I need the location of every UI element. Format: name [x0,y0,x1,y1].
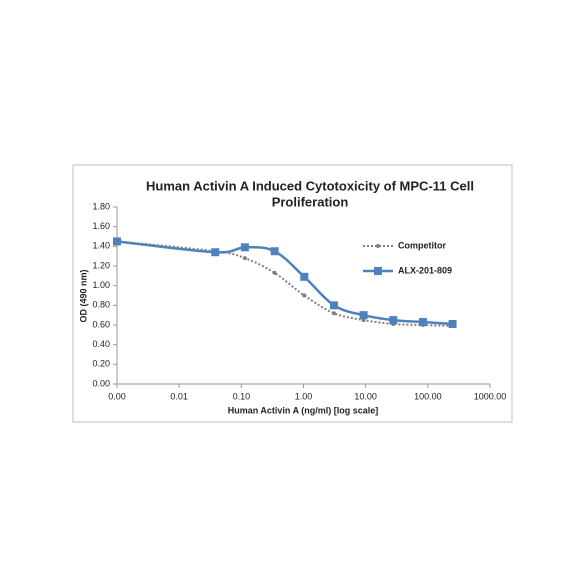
marker [302,293,307,298]
x-tick-label: 0.10 [233,391,251,401]
marker [113,237,121,246]
y-tick-label: 0.20 [92,359,110,369]
y-tick-label: 0.00 [92,378,110,388]
chart-frame [72,164,513,423]
marker [331,311,336,316]
series-line [116,240,453,326]
y-tick-label: 0.80 [92,300,110,310]
marker [329,301,338,310]
y-axis-label: OD (490 nm) [78,269,88,322]
marker [270,247,279,256]
marker [272,270,277,275]
x-tick-label: 1.00 [295,391,313,401]
x-tick-label: 0.00 [108,391,126,401]
y-tick-label: 1.00 [92,280,110,290]
legend-label: Competitor [398,240,446,250]
marker [389,316,398,325]
x-tick-label: 100.00 [414,391,442,401]
series-line [116,240,453,327]
y-tick-label: 1.40 [92,241,110,251]
marker [242,256,247,261]
marker [240,243,249,252]
x-tick-label: 10.00 [354,391,377,401]
x-axis-label: Human Activin A (ng/ml) [log scale] [228,405,379,415]
marker [374,267,382,275]
y-tick-label: 1.80 [92,201,110,211]
y-tick-label: 0.40 [92,339,110,349]
marker [211,248,220,257]
chart-title: Human Activin A Induced Cytotoxicity of … [146,178,474,193]
marker [448,320,457,329]
y-tick-label: 1.60 [92,221,110,231]
marker [418,318,427,327]
x-tick-label: 1000.00 [474,391,507,401]
x-tick-label: 0.01 [170,391,188,401]
y-tick-label: 0.60 [92,319,110,329]
marker [359,311,368,320]
y-tick-label: 1.20 [92,260,110,270]
marker [300,272,309,281]
marker [376,244,380,248]
chart-title: Proliferation [272,194,349,209]
legend-label: ALX-201-809 [398,265,452,275]
